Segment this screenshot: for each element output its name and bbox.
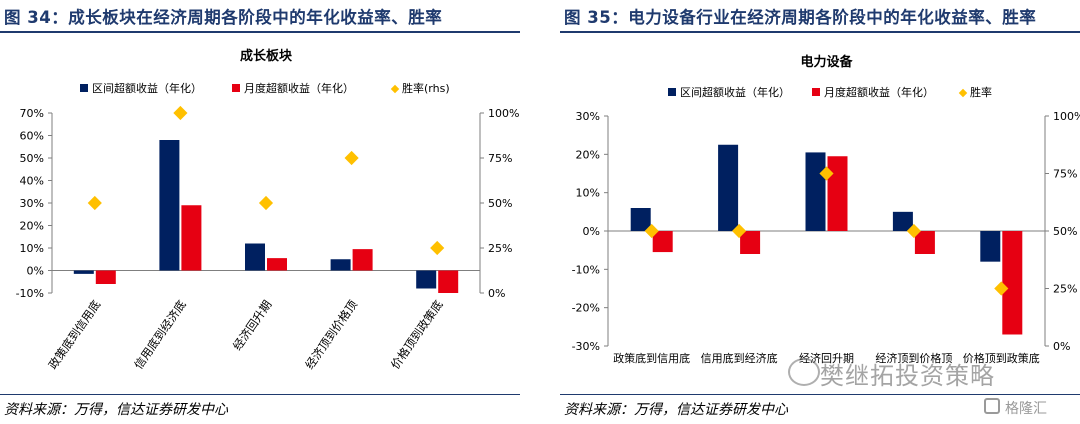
gelonghui-logo-text: 格隆汇 <box>1005 401 1047 417</box>
win-rate-marker <box>173 105 188 121</box>
win-rate-marker <box>430 240 445 256</box>
monthly-excess-return-bar <box>95 270 116 284</box>
left-axis-tick-label: 60% <box>20 130 44 143</box>
legend-label: 区间超额收益（年化） <box>92 81 202 95</box>
win-rate-marker <box>994 281 1009 296</box>
left-axis-tick-label: -10% <box>16 287 44 300</box>
left-axis-tick-label: 20% <box>576 148 600 161</box>
win-rate-marker <box>87 195 102 211</box>
category-label: 经济顶到价格顶 <box>302 297 360 371</box>
gelonghui-logo-icon <box>984 398 1000 414</box>
figure-34-source: 资料来源：万得，信达证券研发中心 <box>4 402 228 418</box>
category-label: 经济回升期 <box>230 298 274 353</box>
left-axis-tick-label: 50% <box>20 152 44 165</box>
win-rate-marker <box>258 195 274 211</box>
left-axis-tick-label: -10% <box>572 263 600 276</box>
legend-swatch-icon <box>812 88 820 96</box>
figure-34-title: 图 34：成长板块在经济周期各阶段中的年化收益率、胜率 <box>4 8 443 27</box>
interval-excess-return-bar <box>245 243 265 271</box>
left-axis-tick-label: 70% <box>20 107 44 120</box>
right-axis-tick-label: 75% <box>1053 168 1077 181</box>
legend-label: 胜率(rhs) <box>402 81 450 95</box>
figure-35-panel: 图 35：电力设备行业在经济周期各阶段中的年化收益率、胜率 电力设备区间超额收益… <box>560 0 1080 424</box>
win-rate-marker <box>819 166 834 181</box>
category-label: 经济顶到价格顶 <box>875 351 952 365</box>
right-axis-tick-label: 50% <box>1053 225 1077 238</box>
right-axis-tick-label: 50% <box>488 197 512 210</box>
chart-title: 电力设备 <box>800 54 853 70</box>
left-axis-tick-label: 30% <box>20 197 44 210</box>
right-axis-tick-label: 25% <box>488 242 512 255</box>
monthly-excess-return-bar <box>914 231 935 254</box>
monthly-excess-return-bar <box>267 258 287 271</box>
figure-35-title-rule <box>560 31 1080 33</box>
legend-label: 区间超额收益（年化） <box>680 85 790 99</box>
figure-35-title: 图 35：电力设备行业在经济周期各阶段中的年化收益率、胜率 <box>564 8 1037 27</box>
figure-34-source-rule <box>0 394 520 395</box>
figure-34-panel: 图 34：成长板块在经济周期各阶段中的年化收益率、胜率 成长板块区间超额收益（年… <box>0 0 520 424</box>
legend-swatch-icon <box>232 84 240 92</box>
category-label: 价格顶到政策底 <box>963 351 1040 365</box>
legend-swatch-icon <box>668 88 676 96</box>
left-axis-tick-label: -20% <box>572 302 600 315</box>
legend-diamond-icon <box>390 84 400 94</box>
category-label: 信用底到经济底 <box>131 297 189 371</box>
monthly-excess-return-bar <box>740 231 761 254</box>
legend-label: 月度超额收益（年化） <box>824 85 934 99</box>
interval-excess-return-bar <box>159 140 180 271</box>
legend-swatch-icon <box>80 84 88 92</box>
category-label: 价格顶到政策底 <box>388 297 446 371</box>
interval-excess-return-bar <box>980 231 1001 262</box>
interval-excess-return-bar <box>73 270 94 274</box>
left-axis-tick-label: 10% <box>576 187 600 200</box>
figure-34-title-rule <box>0 31 520 33</box>
left-axis-tick-label: 30% <box>576 110 600 123</box>
monthly-excess-return-bar <box>1002 231 1023 335</box>
right-axis-tick-label: 0% <box>488 287 505 300</box>
interval-excess-return-bar <box>330 259 351 271</box>
watermark-text: 樊继拓投资策略 <box>820 362 995 390</box>
right-axis-tick-label: 100% <box>1053 110 1080 123</box>
legend-label: 胜率 <box>970 85 992 99</box>
figure-35-source: 资料来源：万得，信达证券研发中心 <box>564 402 788 418</box>
monthly-excess-return-bar <box>438 270 459 293</box>
category-label: 政策底到信用底 <box>613 351 690 365</box>
left-axis-tick-label: -30% <box>572 340 600 353</box>
right-axis-tick-label: 0% <box>1053 340 1070 353</box>
win-rate-marker <box>344 150 359 166</box>
right-axis-tick-label: 25% <box>1053 283 1077 296</box>
left-axis-tick-label: 10% <box>20 242 44 255</box>
interval-excess-return-bar <box>805 152 826 231</box>
chart-title: 成长板块 <box>240 48 293 64</box>
interval-excess-return-bar <box>630 208 651 231</box>
legend-diamond-icon <box>958 88 968 98</box>
interval-excess-return-bar <box>892 211 913 231</box>
left-axis-tick-label: 0% <box>27 265 44 278</box>
right-axis-tick-label: 75% <box>488 152 512 165</box>
category-label: 政策底到信用底 <box>46 297 104 371</box>
left-axis-tick-label: 40% <box>20 175 44 188</box>
monthly-excess-return-bar <box>827 156 848 231</box>
left-axis-tick-label: 20% <box>20 220 44 233</box>
right-axis-tick-label: 100% <box>488 107 519 120</box>
interval-excess-return-bar <box>718 144 739 231</box>
monthly-excess-return-bar <box>181 205 202 271</box>
monthly-excess-return-bar <box>352 249 373 271</box>
figure-35-source-rule <box>560 394 1080 395</box>
interval-excess-return-bar <box>416 270 437 289</box>
category-label: 信用底到经济底 <box>701 351 778 365</box>
monthly-excess-return-bar <box>652 231 673 253</box>
legend-label: 月度超额收益（年化） <box>244 81 354 95</box>
wechat-icon <box>788 358 820 386</box>
left-axis-tick-label: 0% <box>583 225 600 238</box>
